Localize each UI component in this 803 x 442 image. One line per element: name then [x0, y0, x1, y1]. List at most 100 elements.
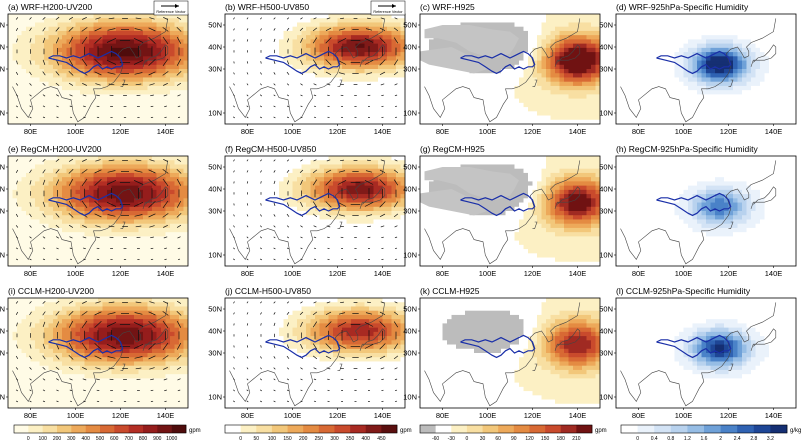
- field-cell: [297, 107, 302, 112]
- field-cell: [301, 43, 307, 49]
- field-cell: [373, 81, 379, 87]
- field-cell: [84, 244, 90, 250]
- field-cell: [310, 102, 316, 108]
- field-cell: [98, 18, 103, 23]
- field-cell: [306, 56, 311, 61]
- lat-tick-label: 10N: [208, 109, 222, 118]
- field-cell: [26, 43, 31, 49]
- field-cell: [697, 98, 702, 104]
- field-cell: [152, 47, 157, 53]
- field-cell: [710, 77, 716, 83]
- field-cell: [234, 26, 239, 32]
- field-cell: [66, 219, 72, 225]
- field-cell: [66, 107, 72, 112]
- field-cell: [710, 64, 716, 70]
- field-cell: [456, 98, 461, 104]
- field-cell: [582, 85, 587, 91]
- field-cell: [447, 81, 452, 87]
- field-cell: [111, 102, 117, 108]
- field-cell: [234, 18, 239, 23]
- field-cell: [523, 18, 529, 23]
- field-cell: [39, 94, 45, 100]
- field-cell: [39, 115, 45, 121]
- field-cell: [346, 111, 352, 116]
- field-cell: [283, 98, 289, 104]
- field-cell: [301, 69, 307, 74]
- field-cell: [483, 77, 488, 83]
- field-cell: [438, 39, 443, 45]
- field-cell: [125, 119, 130, 124]
- field-cell: [387, 18, 392, 23]
- field-cell: [564, 115, 569, 121]
- field-cell: [270, 26, 275, 32]
- field-cell: [12, 232, 18, 237]
- field-cell: [710, 107, 716, 112]
- field-cell: [791, 98, 796, 104]
- field-cell: [93, 56, 99, 61]
- field-cell: [474, 98, 479, 104]
- field-cell: [156, 119, 162, 124]
- field-cell: [138, 43, 144, 49]
- field-cell: [107, 47, 112, 53]
- field-cell: [733, 39, 738, 45]
- field-cell: [39, 156, 45, 161]
- field-cell: [39, 244, 45, 250]
- field-cell: [791, 26, 796, 32]
- field-cell: [355, 26, 361, 32]
- wind-vector: [325, 37, 332, 44]
- field-cell: [573, 43, 578, 49]
- field-cell: [134, 56, 139, 61]
- field-cell: [301, 18, 307, 23]
- field-cell: [433, 90, 439, 95]
- field-cell: [737, 35, 743, 40]
- field-cell: [44, 172, 49, 178]
- field-cell: [12, 236, 18, 242]
- field-cell: [433, 73, 439, 78]
- field-cell: [261, 94, 266, 100]
- field-cell: [591, 81, 596, 87]
- field-cell: [84, 85, 90, 91]
- wind-vector: [313, 116, 317, 119]
- field-cell: [715, 90, 720, 95]
- field-cell: [764, 119, 770, 124]
- field-cell: [728, 90, 734, 95]
- field-cell: [620, 115, 626, 121]
- field-cell: [737, 107, 743, 112]
- field-cell: [116, 85, 121, 91]
- field-cell: [577, 14, 583, 19]
- field-cell: [53, 232, 58, 237]
- field-cell: [764, 115, 770, 121]
- field-cell: [447, 98, 452, 104]
- field-cell: [364, 98, 370, 104]
- field-cell: [742, 30, 747, 36]
- field-cell: [519, 18, 524, 23]
- field-cell: [438, 85, 443, 91]
- field-cell: [265, 107, 271, 112]
- field-cell: [35, 39, 40, 45]
- field-cell: [12, 240, 18, 246]
- field-cell: [420, 119, 425, 124]
- field-cell: [62, 223, 67, 229]
- field-cell: [17, 215, 22, 220]
- field-cell: [742, 73, 747, 78]
- field-cell: [111, 94, 117, 100]
- field-cell: [48, 102, 54, 108]
- field-cell: [270, 18, 275, 23]
- field-cell: [283, 81, 289, 87]
- field-cell: [787, 39, 792, 45]
- field-cell: [469, 98, 475, 104]
- field-cell: [283, 111, 289, 116]
- field-cell: [760, 52, 765, 57]
- field-cell: [670, 64, 675, 70]
- field-cell: [665, 94, 671, 100]
- field-cell: [17, 164, 22, 170]
- field-cell: [57, 215, 63, 220]
- field-cell: [595, 35, 600, 40]
- field-cell: [674, 56, 680, 61]
- field-cell: [643, 43, 648, 49]
- field-cell: [170, 73, 175, 78]
- field-cell: [93, 111, 99, 116]
- field-cell: [138, 85, 144, 91]
- field-cell: [229, 81, 235, 87]
- field-cell: [492, 69, 497, 74]
